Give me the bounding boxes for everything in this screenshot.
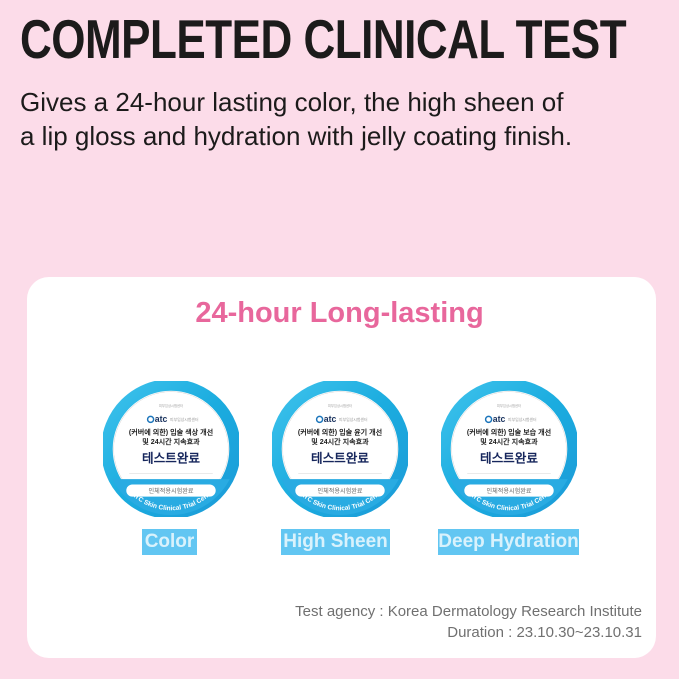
svg-text:테스트완료: 테스트완료	[142, 452, 200, 466]
svg-text:인체적용시험완료: 인체적용시험완료	[149, 487, 194, 495]
svg-text:테스트완료: 테스트완료	[480, 452, 538, 466]
svg-text:피부임상시험센터: 피부임상시험센터	[328, 403, 352, 408]
svg-text:(커버에 의한) 입술 윤기 개선: (커버에 의한) 입술 윤기 개선	[298, 427, 382, 436]
svg-text:인체적용시험완료: 인체적용시험완료	[487, 487, 532, 495]
svg-text:피부임상시험센터: 피부임상시험센터	[159, 403, 183, 408]
svg-text:atc: atc	[493, 414, 506, 424]
svg-text:피부임상시험센터: 피부임상시험센터	[339, 417, 368, 422]
svg-text:피부임상시험센터: 피부임상시험센터	[170, 417, 199, 422]
svg-text:및 24시간 지속효과: 및 24시간 지속효과	[142, 437, 200, 446]
svg-text:피부임상시험센터: 피부임상시험센터	[497, 403, 521, 408]
svg-text:및 24시간 지속효과: 및 24시간 지속효과	[480, 437, 538, 446]
svg-text:(커버에 의한) 입술 보습 개선: (커버에 의한) 입술 보습 개선	[467, 427, 551, 436]
svg-text:테스트완료: 테스트완료	[311, 452, 369, 466]
svg-text:인체적용시험완료: 인체적용시험완료	[318, 487, 363, 495]
svg-text:(커버에 의한) 입술 색상 개선: (커버에 의한) 입술 색상 개선	[129, 427, 213, 436]
svg-text:atc: atc	[324, 414, 337, 424]
svg-text:피부임상시험센터: 피부임상시험센터	[508, 417, 537, 422]
svg-text:atc: atc	[155, 414, 168, 424]
svg-text:및 24시간 지속효과: 및 24시간 지속효과	[311, 437, 369, 446]
